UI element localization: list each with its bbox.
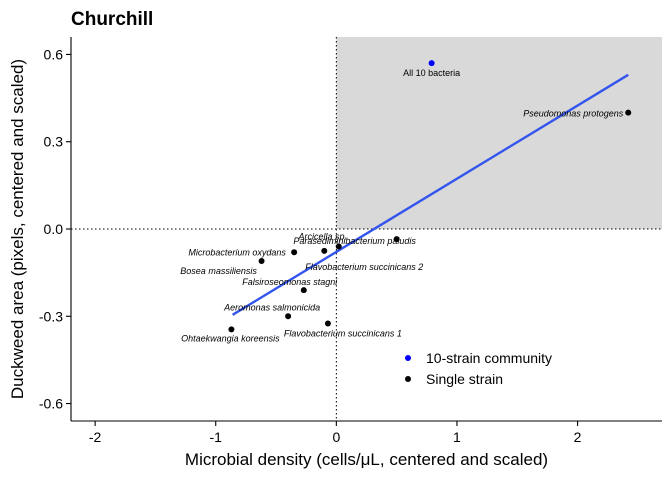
x-tick-label: 2 — [574, 429, 582, 445]
legend-key — [405, 376, 411, 382]
data-points — [228, 60, 632, 333]
legend-label: Single strain — [426, 371, 503, 387]
data-point — [335, 243, 342, 250]
x-axis-title: Microbial density (cells/μL, centered an… — [185, 450, 548, 469]
data-point — [321, 247, 328, 254]
point-label: Ohtaekwangia koreensis — [181, 333, 280, 343]
legend-label: 10-strain community — [426, 350, 552, 366]
data-point — [428, 60, 435, 67]
shaded-quadrant — [336, 37, 662, 229]
regression-line — [231, 73, 629, 316]
point-label: Aeromonas salmonicida — [223, 302, 320, 312]
point-label: Microbacterium oxydans — [188, 247, 286, 257]
point-label: Bosea massiliensis — [180, 266, 257, 276]
data-point — [393, 236, 400, 243]
legend-key — [405, 355, 411, 361]
point-label: Pseudomonas protogens — [523, 109, 624, 119]
point-label: Flavobacterium succinicans 1 — [284, 329, 402, 339]
point-label: All 10 bacteria — [403, 68, 460, 78]
y-tick-label: 0.0 — [44, 221, 64, 237]
y-tick-label: 0.3 — [44, 134, 64, 150]
shaded-quadrant-rect — [336, 37, 662, 229]
tick-marks: -2 -1 0 1 2 -0.6 -0.3 0.0 0.3 0.6 — [39, 46, 582, 445]
y-axis-title: Duckweed area (pixels, centered and scal… — [8, 59, 27, 399]
point-labels: All 10 bacteria Pseudomonas protogens Para… — [180, 68, 623, 343]
chart-title: Churchill — [71, 9, 153, 30]
data-point — [300, 287, 307, 294]
data-point — [324, 320, 331, 327]
legend: 10-strain community Single strain — [405, 350, 552, 387]
data-point — [291, 249, 298, 256]
point-label: Arcicella sp. — [298, 231, 348, 241]
x-tick-label: -1 — [210, 429, 223, 445]
reference-lines — [71, 37, 662, 421]
x-tick-label: 0 — [332, 429, 340, 445]
data-point — [625, 109, 632, 116]
x-tick-label: -2 — [89, 429, 102, 445]
point-label: Falsiroseomonas stagni — [242, 277, 338, 287]
y-tick-label: -0.3 — [39, 308, 63, 324]
data-point — [258, 258, 265, 264]
data-point — [228, 326, 235, 333]
point-label: Flavobacterium succinicans 2 — [305, 262, 423, 272]
point-label: Parasediminibacterium paludis — [293, 236, 416, 246]
x-tick-label: 1 — [453, 429, 461, 445]
y-tick-label: 0.6 — [44, 46, 64, 62]
y-tick-label: -0.6 — [39, 396, 63, 412]
fit-line — [231, 73, 629, 316]
data-point — [285, 313, 292, 320]
